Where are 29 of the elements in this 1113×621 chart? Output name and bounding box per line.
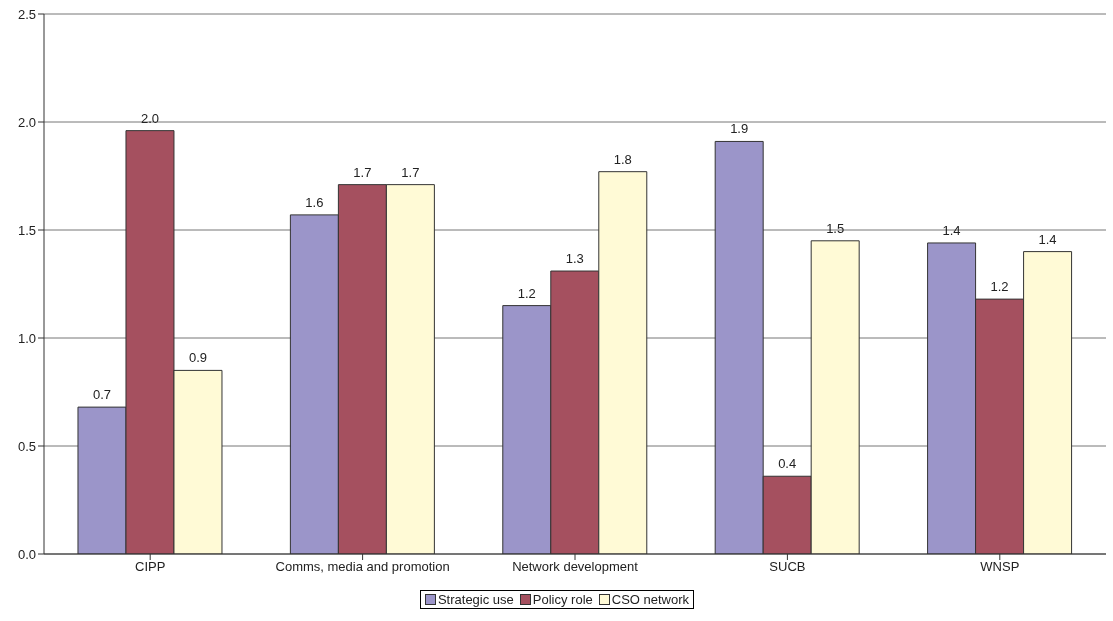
y-tick-label: 0.5 (17, 438, 36, 454)
x-tick-label: CIPP (135, 559, 166, 575)
x-tick-label: Comms, media and promotion (275, 559, 450, 575)
y-tick-label: 2.0 (17, 114, 36, 130)
data-label: 1.9 (730, 121, 749, 137)
data-label: 1.4 (1038, 231, 1057, 247)
data-label: 1.2 (990, 279, 1009, 295)
legend-label: CSO network (610, 592, 690, 607)
y-tick-label: 0.0 (17, 546, 36, 562)
x-tick-label: SUCB (769, 559, 806, 575)
data-label: 1.6 (305, 194, 324, 210)
y-tick-label: 1.0 (17, 330, 36, 346)
legend-label: Policy role (531, 592, 593, 607)
x-tick-label: Network development (512, 559, 639, 575)
data-label: 0.4 (778, 456, 797, 472)
data-label: 1.3 (565, 251, 584, 267)
data-label: 1.7 (401, 164, 420, 180)
legend-label: Strategic use (436, 592, 514, 607)
x-tick-label: WNSP (980, 559, 1020, 575)
data-label: 1.8 (613, 151, 632, 167)
y-tick-label: 2.5 (17, 6, 36, 22)
data-label: 1.7 (353, 164, 372, 180)
y-tick-label: 1.5 (17, 222, 36, 238)
data-label: 1.4 (942, 222, 961, 238)
data-label: 0.7 (92, 387, 112, 403)
data-label: 0.9 (188, 350, 208, 366)
data-label: 2.0 (140, 110, 160, 126)
data-label: 1.5 (826, 220, 845, 236)
data-label: 1.2 (517, 285, 536, 301)
